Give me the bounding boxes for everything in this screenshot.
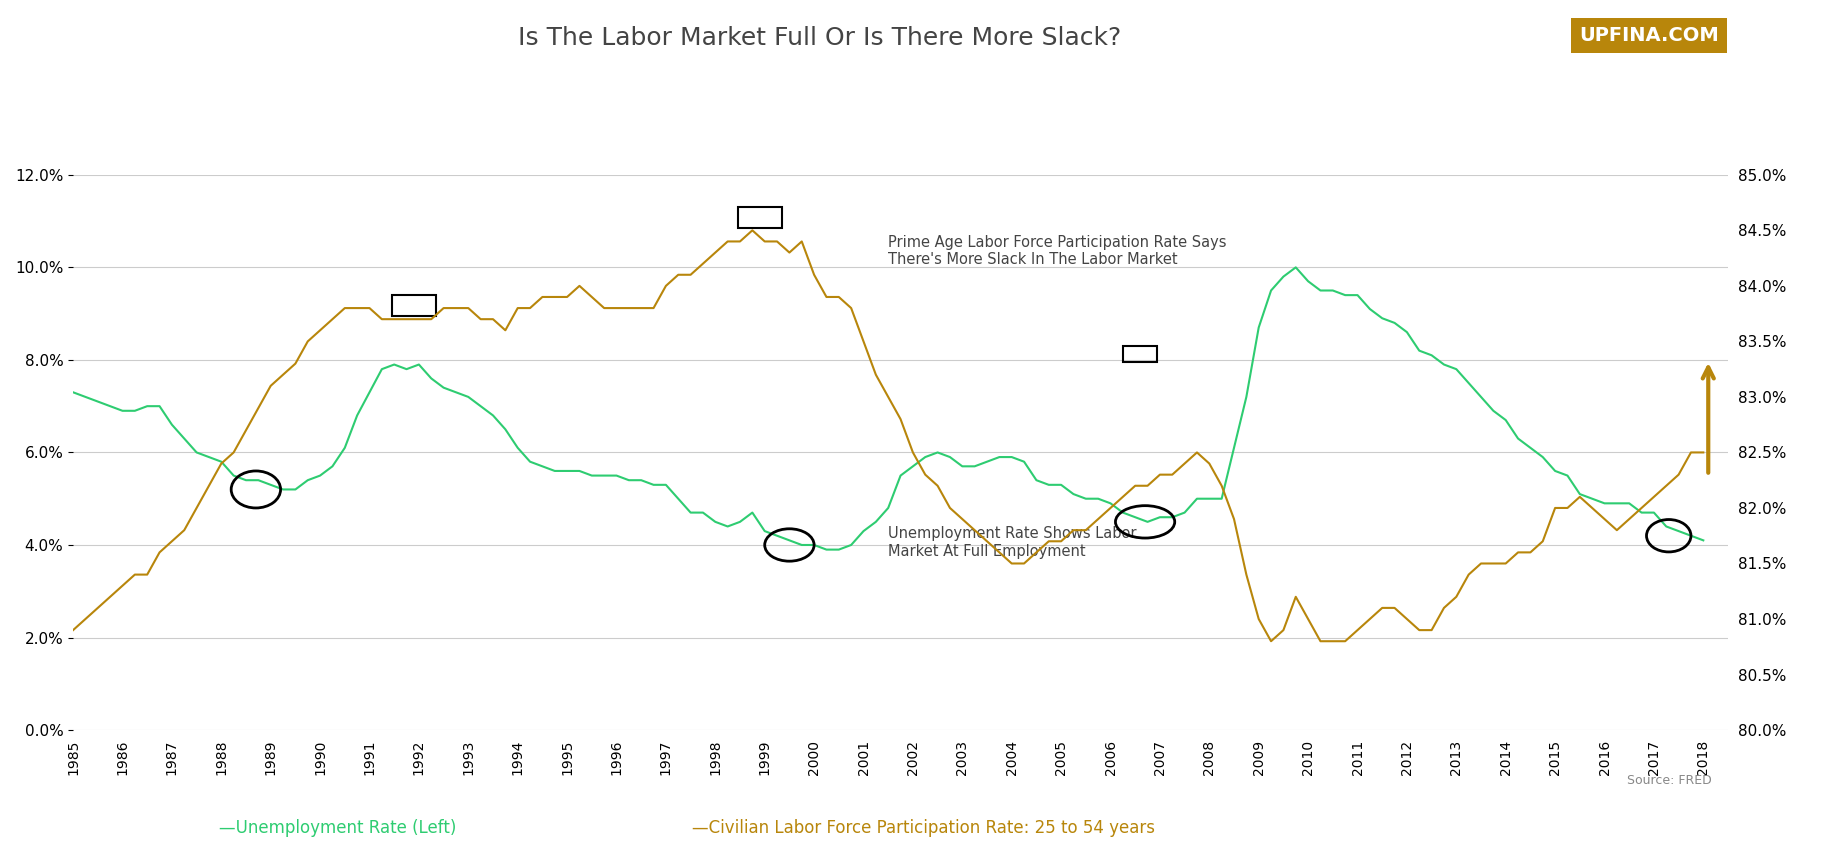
Text: Unemployment Rate Shows Labor
Market At Full Employment: Unemployment Rate Shows Labor Market At …: [887, 526, 1137, 559]
Text: UPFINA.COM: UPFINA.COM: [1580, 26, 1718, 45]
Text: Is The Labor Market Full Or Is There More Slack?: Is The Labor Market Full Or Is There Mor…: [517, 26, 1122, 50]
Text: Source: FRED: Source: FRED: [1627, 774, 1711, 787]
Text: —Unemployment Rate (Left): —Unemployment Rate (Left): [219, 820, 456, 837]
Text: Prime Age Labor Force Participation Rate Says
There's More Slack In The Labor Ma: Prime Age Labor Force Participation Rate…: [887, 235, 1226, 268]
Text: —Civilian Labor Force Participation Rate: 25 to 54 years: —Civilian Labor Force Participation Rate…: [692, 820, 1155, 837]
